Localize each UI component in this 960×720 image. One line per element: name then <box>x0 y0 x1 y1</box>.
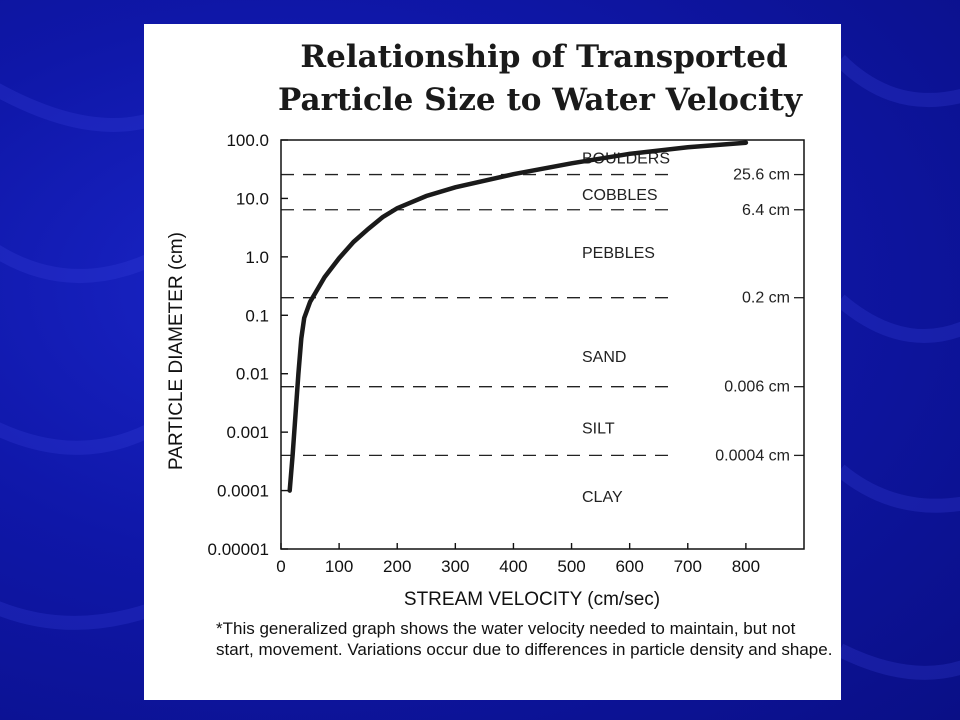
x-tick-label: 0 <box>276 557 285 576</box>
boundary-label: 0.006 cm <box>724 379 790 396</box>
zone-labels: BOULDERS COBBLES PEBBLES SAND SILT CLAY <box>582 151 670 507</box>
x-tick-label: 400 <box>499 557 527 576</box>
zone-label-boulders: BOULDERS <box>582 151 670 168</box>
velocity-curve-line <box>287 140 749 493</box>
axis-ticks: 0 100 200 300 400 500 600 700 800 100.0 10.0 1.0 0.1… <box>208 131 761 576</box>
y-tick-label: 0.001 <box>226 423 269 442</box>
zone-label-cobbles: COBBLES <box>582 187 658 204</box>
x-axis-label: STREAM VELOCITY (cm/sec) <box>404 589 660 610</box>
y-tick-label: 0.01 <box>236 365 269 384</box>
y-tick-label: 0.1 <box>245 306 269 325</box>
zone-label-pebbles: PEBBLES <box>582 245 655 262</box>
y-tick-label: 1.0 <box>245 248 269 267</box>
chart-title-line-2: Particle Size to Water Velocity <box>278 82 803 118</box>
boundary-label: 0.2 cm <box>742 290 790 307</box>
y-tick-label: 10.0 <box>236 189 269 208</box>
y-tick-label: 0.00001 <box>208 540 269 559</box>
y-tick-label: 0.0001 <box>217 482 269 501</box>
chart-title-line-1: Relationship of Transported <box>300 39 787 75</box>
zone-label-sand: SAND <box>582 349 626 366</box>
x-tick-label: 700 <box>674 557 702 576</box>
x-tick-label: 800 <box>732 557 760 576</box>
zone-label-clay: CLAY <box>582 489 623 506</box>
x-tick-label: 500 <box>557 557 585 576</box>
chart: Relationship of Transported Particle Siz… <box>166 39 805 610</box>
boundary-label: 6.4 cm <box>742 202 790 219</box>
boundary-label: 25.6 cm <box>733 167 790 184</box>
x-tick-label: 100 <box>325 557 353 576</box>
y-tick-label: 100.0 <box>226 131 269 150</box>
plot-frame <box>280 139 805 550</box>
zone-label-silt: SILT <box>582 421 615 438</box>
chart-footnote: *This generalized graph shows the water … <box>216 619 833 659</box>
x-tick-label: 300 <box>441 557 469 576</box>
x-tick-label: 200 <box>383 557 411 576</box>
x-tick-label: 600 <box>615 557 643 576</box>
boundary-lines: 25.6 cm 6.4 cm 0.2 cm 0.006 cm 0.0004 cm <box>281 167 804 464</box>
y-axis-label: PARTICLE DIAMETER (cm) <box>166 232 187 470</box>
boundary-label: 0.0004 cm <box>715 447 790 464</box>
chart-panel: Relationship of Transported Particle Siz… <box>144 24 841 700</box>
